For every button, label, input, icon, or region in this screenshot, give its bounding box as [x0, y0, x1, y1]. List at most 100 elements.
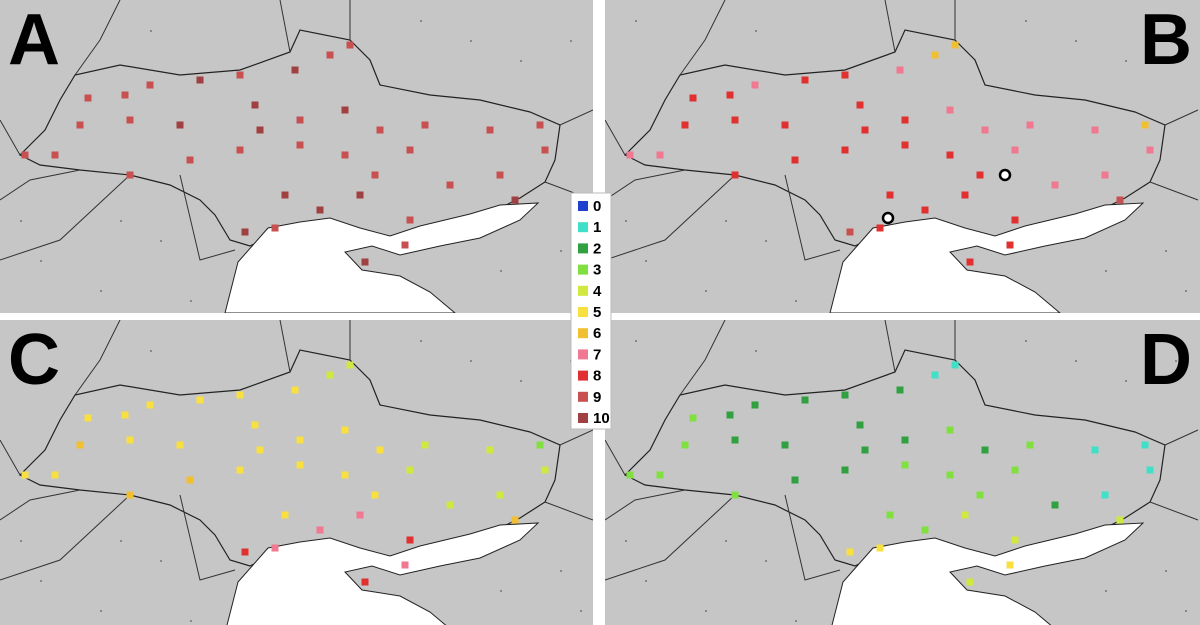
legend-swatch [578, 243, 588, 254]
station [21, 151, 29, 159]
border [0, 169, 81, 201]
station [861, 446, 869, 454]
border [0, 494, 131, 581]
station [146, 81, 154, 89]
minor-station [470, 360, 472, 362]
station [346, 361, 354, 369]
station [406, 536, 414, 544]
border [279, 320, 291, 373]
station [656, 151, 664, 159]
station [511, 196, 519, 204]
station [846, 548, 854, 556]
minor-station [100, 290, 102, 292]
station [236, 146, 244, 154]
minor-station [520, 380, 522, 382]
station [951, 361, 959, 369]
station [846, 228, 854, 236]
panel-label: B [1140, 0, 1192, 80]
station [511, 516, 519, 524]
station [856, 421, 864, 429]
highlight-circle [881, 211, 895, 225]
station [731, 171, 739, 179]
station [376, 126, 384, 134]
station [781, 121, 789, 129]
station [84, 414, 92, 422]
station [681, 441, 689, 449]
station [921, 206, 929, 214]
station [186, 476, 194, 484]
station [961, 191, 969, 199]
minor-station [160, 240, 162, 242]
station [1026, 441, 1034, 449]
station [341, 151, 349, 159]
station [1101, 171, 1109, 179]
station [841, 466, 849, 474]
station [341, 471, 349, 479]
station [841, 71, 849, 79]
legend-label: 10 [593, 410, 610, 427]
station [176, 441, 184, 449]
legend-swatch [578, 264, 588, 275]
station [1011, 466, 1019, 474]
minor-station [725, 220, 727, 222]
minor-station [150, 350, 152, 352]
legend-swatch [578, 307, 588, 317]
border [0, 489, 81, 521]
station [421, 121, 429, 129]
station [901, 141, 909, 149]
legend: 0 1 2 3 4 5 6 7 8 9 10 [570, 192, 612, 430]
border [74, 0, 121, 76]
minor-station [625, 540, 627, 542]
station [976, 491, 984, 499]
station [236, 466, 244, 474]
station [961, 511, 969, 519]
station [896, 386, 904, 394]
minor-station [1105, 270, 1107, 272]
legend-swatch [578, 349, 588, 360]
minor-station [150, 30, 152, 32]
station [726, 411, 734, 419]
legend-label: 2 [593, 240, 601, 257]
legend-label: 9 [593, 389, 601, 406]
minor-station [580, 610, 582, 612]
border [784, 494, 841, 581]
country-outline [18, 29, 561, 247]
station [856, 101, 864, 109]
minor-station [40, 580, 42, 582]
station [361, 578, 369, 586]
legend-label: 5 [593, 304, 601, 321]
border [0, 439, 21, 476]
station [1011, 146, 1019, 154]
map-content [605, 320, 1200, 625]
station [1116, 516, 1124, 524]
panel-label: D [1140, 320, 1192, 400]
station [406, 146, 414, 154]
station [876, 544, 884, 552]
legend-label: 1 [593, 219, 601, 236]
station [346, 41, 354, 49]
minor-station [30, 20, 32, 22]
station [291, 386, 299, 394]
station [296, 116, 304, 124]
minor-station [795, 620, 797, 622]
station [1146, 146, 1154, 154]
station [541, 466, 549, 474]
station [256, 446, 264, 454]
station [446, 181, 454, 189]
minor-station [645, 260, 647, 262]
border [605, 119, 626, 156]
legend-swatch [578, 370, 588, 381]
sea [224, 202, 540, 313]
map-panel: B [605, 0, 1200, 313]
minor-station [1125, 380, 1127, 382]
station [791, 156, 799, 164]
map-content [605, 0, 1200, 313]
minor-station [635, 340, 637, 342]
station [196, 396, 204, 404]
station [291, 66, 299, 74]
border [559, 109, 593, 126]
station [356, 511, 364, 519]
station [1011, 536, 1019, 544]
station [496, 171, 504, 179]
minor-station [1175, 360, 1177, 362]
